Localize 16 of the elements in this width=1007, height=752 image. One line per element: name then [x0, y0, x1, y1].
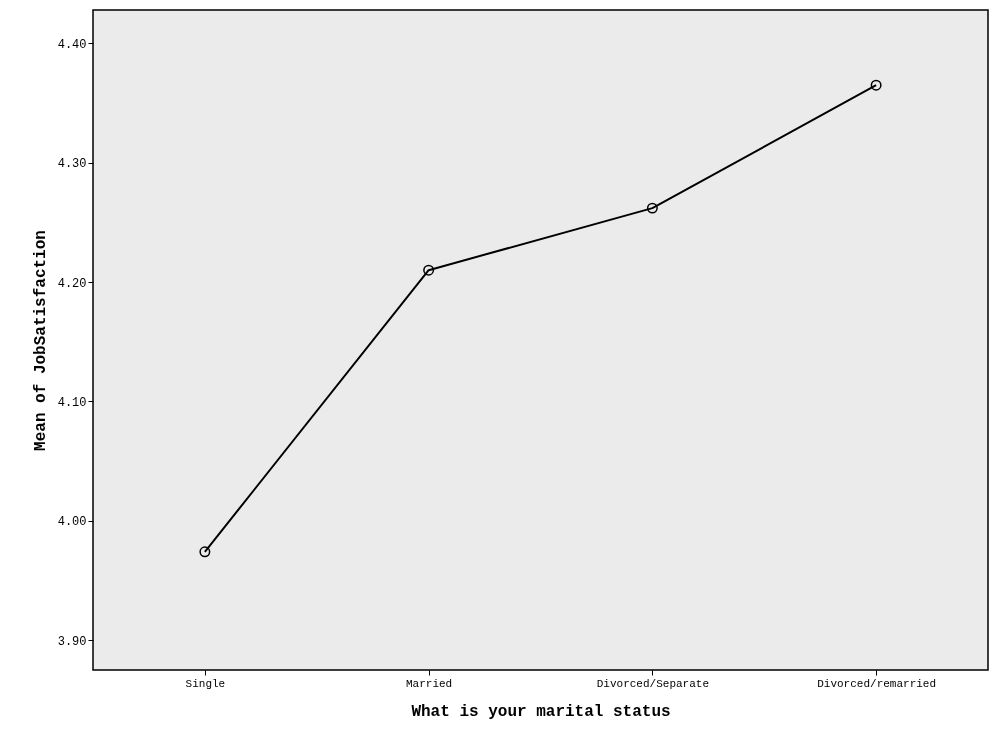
y-axis-title: Mean of JobSatisfaction [31, 230, 50, 451]
x-tick-label: Single [185, 677, 226, 690]
x-tick-label: Divorced/remarried [817, 677, 937, 690]
y-tick-label: 4.10 [57, 395, 87, 410]
y-tick-label: 4.30 [57, 157, 87, 172]
x-tick-label: Divorced/Separate [596, 677, 709, 690]
y-tick-label: 4.20 [57, 276, 87, 291]
point [870, 79, 882, 91]
point [423, 264, 435, 276]
y-tick-label: 4.00 [57, 515, 87, 530]
point [646, 202, 658, 214]
y-tick-label: 4.40 [57, 37, 87, 52]
point [199, 546, 211, 558]
x-tick-label: Married [406, 677, 453, 690]
x-axis-title: What is your marital status [411, 702, 671, 721]
y-tick-label: 3.90 [57, 634, 87, 649]
